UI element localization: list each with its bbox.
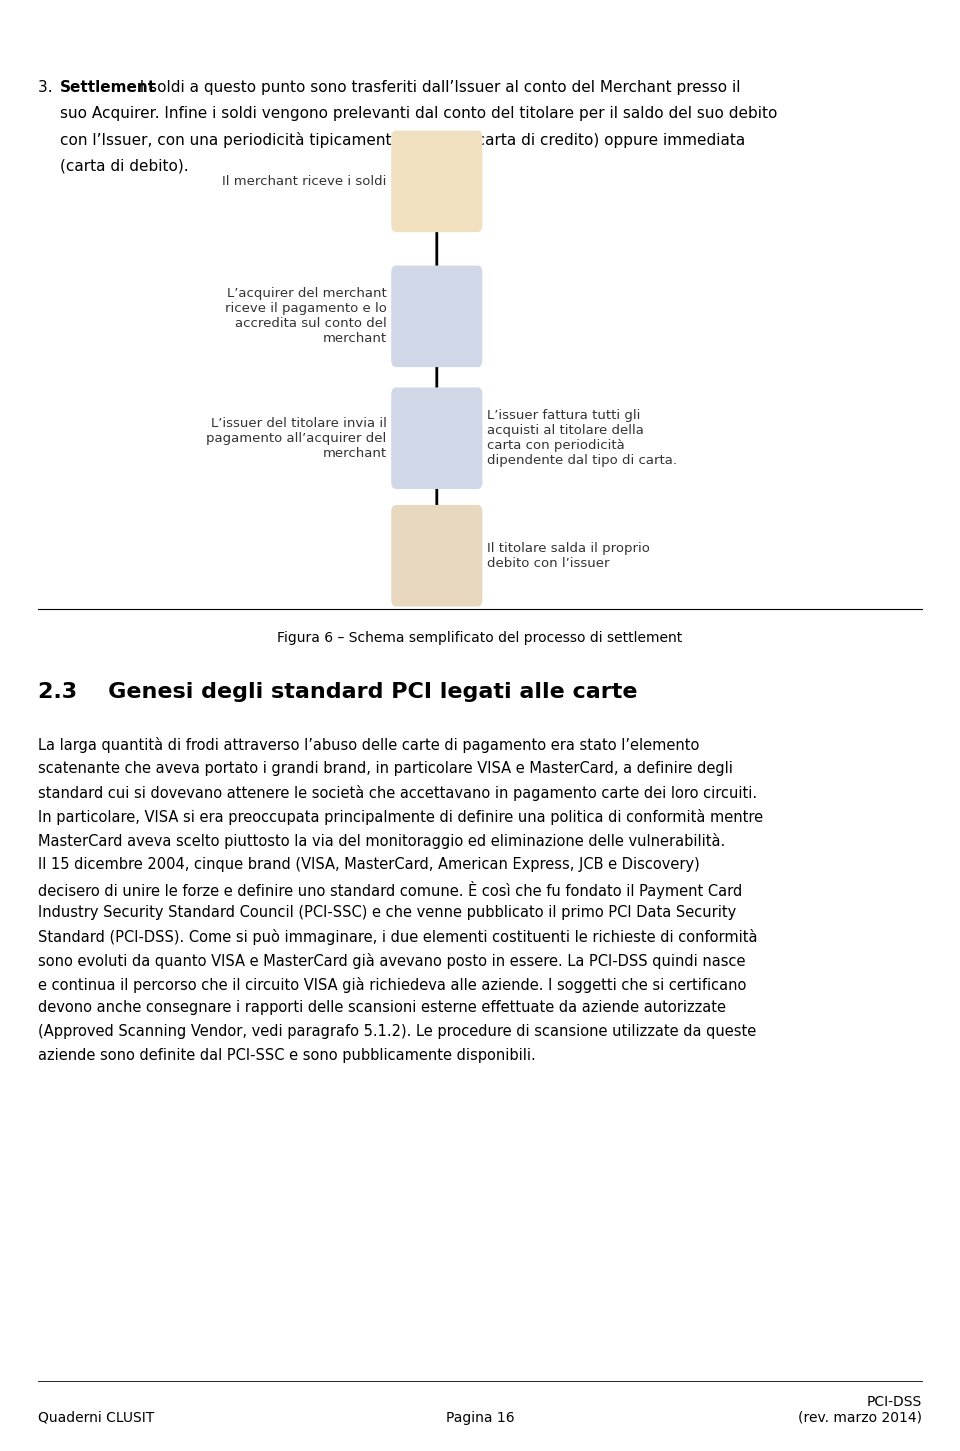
Text: devono anche consegnare i rapporti delle scansioni esterne effettuate da aziende: devono anche consegnare i rapporti delle… [38, 1001, 727, 1016]
Text: scatenante che aveva portato i grandi brand, in particolare VISA e MasterCard, a: scatenante che aveva portato i grandi br… [38, 760, 733, 776]
Text: e continua il percorso che il circuito VISA già richiedeva alle aziende. I sogge: e continua il percorso che il circuito V… [38, 977, 747, 992]
Text: Standard (PCI-DSS). Come si può immaginare, i due elementi costituenti le richie: Standard (PCI-DSS). Come si può immagina… [38, 929, 757, 945]
Text: In particolare, VISA si era preoccupata principalmente di definire una politica : In particolare, VISA si era preoccupata … [38, 808, 763, 826]
Text: aziende sono definite dal PCI-SSC e sono pubblicamente disponibili.: aziende sono definite dal PCI-SSC e sono… [38, 1048, 536, 1064]
FancyBboxPatch shape [392, 505, 483, 607]
Text: L’acquirer del merchant
riceve il pagamento e lo
accredita sul conto del
merchan: L’acquirer del merchant riceve il pagame… [225, 287, 386, 345]
Text: 3.: 3. [38, 80, 58, 94]
Text: Industry Security Standard Council (PCI-SSC) e che venne pubblicato il primo PCI: Industry Security Standard Council (PCI-… [38, 905, 736, 920]
Text: Il titolare salda il proprio
debito con l’issuer: Il titolare salda il proprio debito con … [488, 541, 650, 570]
Text: L’issuer del titolare invia il
pagamento all’acquirer del
merchant: L’issuer del titolare invia il pagamento… [206, 416, 386, 460]
Text: con l’Issuer, con una periodicità tipicamente mensile (carta di credito) oppure : con l’Issuer, con una periodicità tipica… [60, 132, 745, 148]
Text: Quaderni CLUSIT: Quaderni CLUSIT [38, 1410, 155, 1425]
Text: standard cui si dovevano attenere le società che accettavano in pagamento carte : standard cui si dovevano attenere le soc… [38, 785, 757, 801]
Text: La larga quantità di frodi attraverso l’abuso delle carte di pagamento era stato: La larga quantità di frodi attraverso l’… [38, 737, 700, 753]
Text: Figura 6 – Schema semplificato del processo di settlement: Figura 6 – Schema semplificato del proce… [277, 631, 683, 646]
Text: Pagina 16: Pagina 16 [445, 1410, 515, 1425]
Text: Il 15 dicembre 2004, cinque brand (VISA, MasterCard, American Express, JCB e Dis: Il 15 dicembre 2004, cinque brand (VISA,… [38, 856, 700, 872]
Text: (Approved Scanning Vendor, vedi paragrafo 5.1.2). Le procedure di scansione util: (Approved Scanning Vendor, vedi paragraf… [38, 1024, 756, 1039]
Text: Settlement: Settlement [60, 80, 156, 94]
Text: L’issuer fattura tutti gli
acquisti al titolare della
carta con periodicità
dipe: L’issuer fattura tutti gli acquisti al t… [488, 409, 677, 467]
Text: PCI-DSS
(rev. marzo 2014): PCI-DSS (rev. marzo 2014) [798, 1394, 922, 1425]
FancyBboxPatch shape [392, 131, 483, 232]
Text: (carta di debito).: (carta di debito). [60, 158, 188, 173]
FancyBboxPatch shape [392, 387, 483, 489]
Text: Il merchant riceve i soldi: Il merchant riceve i soldi [222, 176, 386, 187]
Text: suo Acquirer. Infine i soldi vengono prelevanti dal conto del titolare per il sa: suo Acquirer. Infine i soldi vengono pre… [60, 106, 777, 120]
Text: decisero di unire le forze e definire uno standard comune. È così che fu fondato: decisero di unire le forze e definire un… [38, 881, 743, 898]
Text: MasterCard aveva scelto piuttosto la via del monitoraggio ed eliminazione delle : MasterCard aveva scelto piuttosto la via… [38, 833, 726, 849]
Text: . I soldi a questo punto sono trasferiti dall’Issuer al conto del Merchant press: . I soldi a questo punto sono trasferiti… [130, 80, 740, 94]
Text: sono evoluti da quanto VISA e MasterCard già avevano posto in essere. La PCI-DSS: sono evoluti da quanto VISA e MasterCard… [38, 952, 746, 969]
FancyBboxPatch shape [392, 266, 483, 367]
Text: 2.3    Genesi degli standard PCI legati alle carte: 2.3 Genesi degli standard PCI legati all… [38, 682, 637, 702]
